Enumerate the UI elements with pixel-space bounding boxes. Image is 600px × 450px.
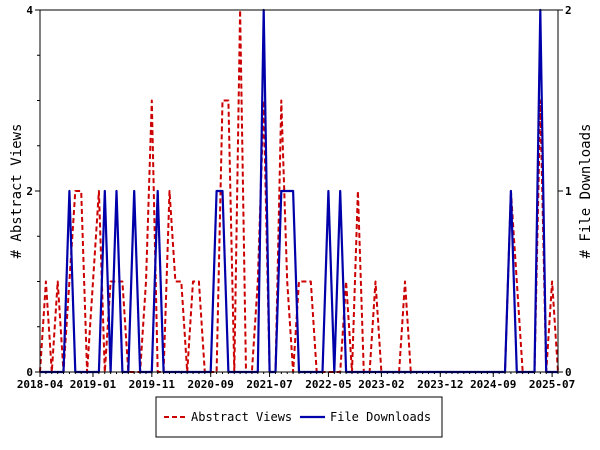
legend: Abstract Views File Downloads [155,396,443,438]
x-tick-label: 2019-11 [129,378,176,391]
x-tick-label: 2021-07 [246,378,292,391]
y-tick-label: 4 [26,4,33,17]
y-tick-label: 0 [26,366,33,379]
x-tick-label: 2022-05 [305,378,351,391]
y2-tick-label: 1 [565,185,572,198]
legend-box [155,396,443,438]
y2-tick-label: 2 [565,4,572,17]
y2-axis-title: # File Downloads [578,124,594,259]
legend-label-abstract-views: Abstract Views [191,410,292,424]
x-tick-label: 2025-07 [529,378,575,391]
axes: 0 2 4 0 1 2 2018-04 2019-01 2019-11 2020-09 2021-0… [17,4,575,391]
plot-area [40,10,558,372]
y-axis-title: # Abstract Views [9,124,25,259]
y-tick-label: 2 [26,185,33,198]
x-tick-label: 2018-04 [17,378,64,391]
x-tick-label: 2024-09 [470,378,516,391]
legend-label-file-downloads: File Downloads [330,410,431,424]
x-tick-label: 2020-09 [188,378,234,391]
plot-background [40,10,558,372]
x-tick-label: 2023-02 [358,378,404,391]
x-tick-label: 2019-01 [70,378,117,391]
y2-tick-label: 0 [565,366,572,379]
x-tick-label: 2023-12 [417,378,463,391]
